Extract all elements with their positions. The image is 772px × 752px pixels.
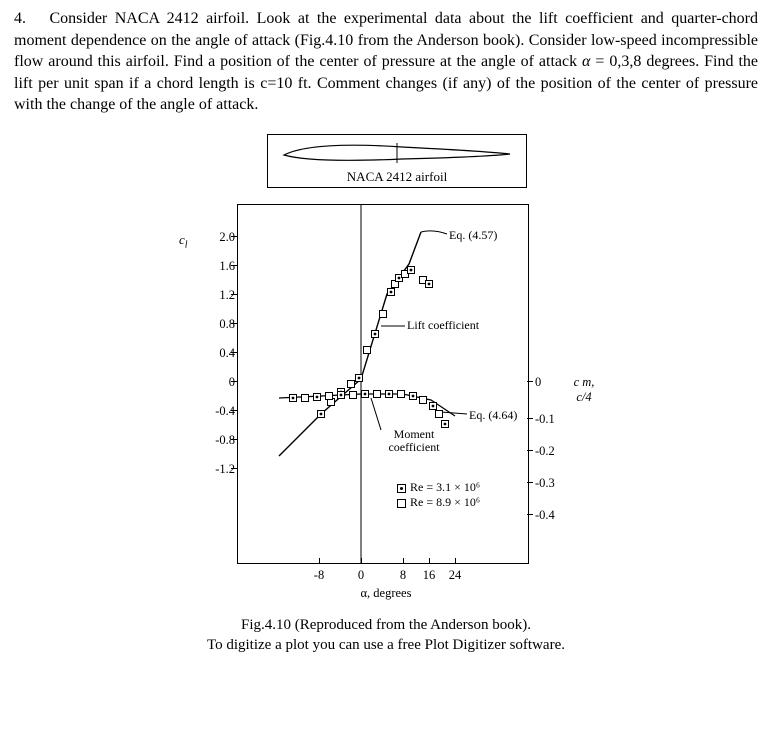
cl-axis-label: cl (179, 232, 188, 251)
x-tick: 24 (440, 568, 470, 583)
caption-line-2: To digitize a plot you can use a free Pl… (207, 637, 565, 653)
figure-caption: Fig.4.10 (Reproduced from the Anderson b… (14, 615, 758, 656)
lift-label: Lift coefficient (407, 318, 479, 333)
eq-457-label: Eq. (4.57) (449, 228, 497, 243)
legend-item: Re = 8.9 × 10⁶ (397, 495, 480, 510)
cm-tick: -0.3 (535, 476, 575, 491)
problem-statement: 4. Consider NACA 2412 airfoil. Look at t… (14, 8, 758, 116)
cl-tick: 0.8 (205, 317, 235, 332)
problem-number: 4. (14, 8, 42, 30)
cl-tick: 0.4 (205, 346, 235, 361)
cl-tick: 1.2 (205, 288, 235, 303)
cm-tick: -0.1 (535, 412, 575, 427)
legend-marker-icon (397, 499, 406, 508)
plot-svg (237, 204, 529, 564)
x-tick: 0 (346, 568, 376, 583)
airfoil-label: NACA 2412 airfoil (268, 169, 526, 185)
cl-tick: 2.0 (205, 230, 235, 245)
airfoil-shape-icon (282, 143, 512, 163)
cl-tick: -0.4 (205, 404, 235, 419)
legend-marker-icon (397, 484, 406, 493)
x-tick: -8 (304, 568, 334, 583)
cm-tick: -0.2 (535, 444, 575, 459)
figure-container: NACA 2412 airfoil cl 2.0 1.6 1.2 0.8 0.4… (14, 134, 758, 656)
legend-item: Re = 3.1 × 10⁶ (397, 480, 480, 495)
x-axis-label: α, degrees (171, 586, 601, 601)
cm-tick: -0.4 (535, 508, 575, 523)
cm-tick: 0 (535, 375, 575, 390)
legend: Re = 3.1 × 10⁶ Re = 8.9 × 10⁶ (397, 480, 480, 510)
figure: NACA 2412 airfoil cl 2.0 1.6 1.2 0.8 0.4… (171, 134, 601, 604)
cl-tick: -0.8 (205, 433, 235, 448)
airfoil-box: NACA 2412 airfoil (267, 134, 527, 188)
caption-line-1: Fig.4.10 (Reproduced from the Anderson b… (241, 617, 531, 633)
cl-tick: 1.6 (205, 259, 235, 274)
cl-tick: 0 (205, 375, 235, 390)
legend-text: Re = 8.9 × 10⁶ (410, 495, 480, 509)
cl-tick: -1.2 (205, 462, 235, 477)
moment-label: Moment coefficient (379, 428, 449, 454)
legend-text: Re = 3.1 × 10⁶ (410, 480, 480, 494)
eq-464-label: Eq. (4.64) (469, 408, 517, 423)
